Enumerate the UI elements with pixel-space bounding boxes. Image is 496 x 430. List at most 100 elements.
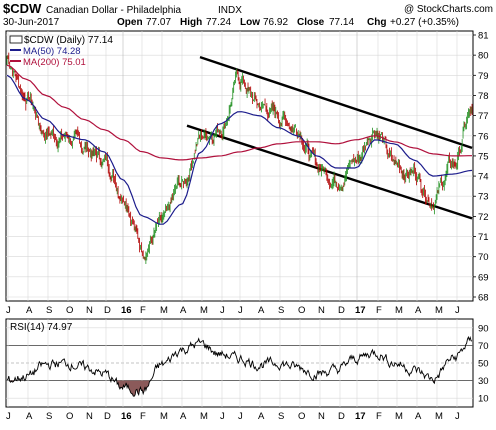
price-month-label-20: M <box>395 305 403 316</box>
rsi-month-label-19: F <box>376 411 382 422</box>
rsi-month-label-8: M <box>160 411 168 422</box>
rsi-month-label-14: S <box>278 411 284 422</box>
rsi-month-label-10: M <box>200 411 208 422</box>
price-month-label-9: A <box>180 305 187 316</box>
price-ytick-label-9: 77 <box>478 111 489 122</box>
change-value: +0.27 (+0.35%) <box>390 17 459 28</box>
rsi-month-label-4: N <box>86 411 93 422</box>
rsi-month-label-15: O <box>298 411 305 422</box>
moving-averages <box>6 64 473 225</box>
rsi-month-label-5: D <box>104 411 111 422</box>
rsi-gridlines <box>6 319 473 407</box>
price-ytick-label-4: 72 <box>478 212 489 223</box>
price-month-label-15: O <box>298 305 305 316</box>
price-month-label-14: S <box>278 305 284 316</box>
quote-date: 30-Jun-2017 <box>3 17 60 28</box>
legend-price: $CDW (Daily) 77.14 <box>24 35 113 46</box>
rsi-ytick-label-0: 10 <box>478 394 489 405</box>
price-ytick-label-10: 78 <box>478 91 489 102</box>
rsi-month-label-13: A <box>258 411 265 422</box>
price-month-label-4: N <box>86 305 93 316</box>
low-value: 76.92 <box>263 17 288 28</box>
price-month-label-17: D <box>338 305 345 316</box>
price-month-label-1: A <box>26 305 33 316</box>
rsi-month-label-11: J <box>220 411 225 422</box>
rsi-month-label-20: M <box>395 411 403 422</box>
rsi-line-group <box>6 335 473 397</box>
price-legend: $CDW (Daily) 77.14 MA(50) 74.28 MA(200) … <box>9 35 113 68</box>
price-ytick-label-6: 74 <box>478 172 489 183</box>
rsi-ytick-label-4: 90 <box>478 323 489 334</box>
rsi-line <box>6 335 473 397</box>
price-month-label-19: F <box>376 305 382 316</box>
price-month-label-6: 16 <box>121 305 132 316</box>
trend-channel <box>186 56 473 220</box>
price-bars <box>6 52 473 264</box>
price-month-label-3: O <box>66 305 73 316</box>
high-value: 77.24 <box>206 17 231 28</box>
price-month-label-16: N <box>318 305 325 316</box>
price-ytick-label-7: 75 <box>478 151 489 162</box>
legend-ma50: MA(50) 74.28 <box>23 46 81 57</box>
ma200-line <box>6 64 472 161</box>
price-month-label-0: J <box>6 305 11 316</box>
rsi-month-label-21: A <box>415 411 422 422</box>
rsi-month-label-2: S <box>46 411 52 422</box>
rsi-month-label-6: 16 <box>121 411 132 422</box>
price-month-label-22: M <box>435 305 443 316</box>
price-ytick-label-2: 70 <box>478 252 489 263</box>
channel-lower-line <box>186 124 473 220</box>
price-ytick-label-12: 80 <box>478 51 489 62</box>
rsi-ytick-label-1: 30 <box>478 376 489 387</box>
price-month-label-11: J <box>220 305 225 316</box>
rsi-axis-labels: 10 30 50 70 90 <box>478 323 489 404</box>
change-label: Chg <box>367 17 386 28</box>
price-gridlines <box>6 31 473 301</box>
open-value: 77.07 <box>146 17 171 28</box>
high-label: High <box>180 17 202 28</box>
price-ytick-label-13: 81 <box>478 31 489 42</box>
price-month-labels: J A S O N D 16 F M A M J J A S O N D 17 F M A M J <box>6 305 460 316</box>
open-label: Open <box>117 17 143 28</box>
rsi-ytick-label-2: 50 <box>478 359 489 370</box>
rsi-month-label-9: A <box>180 411 187 422</box>
rsi-month-label-0: J <box>6 411 11 422</box>
rsi-month-label-1: A <box>26 411 33 422</box>
price-month-label-21: A <box>415 305 422 316</box>
legend-ma200: MA(200) 75.01 <box>23 57 86 68</box>
rsi-month-label-12: J <box>238 411 243 422</box>
price-month-label-5: D <box>104 305 111 316</box>
price-month-label-13: A <box>258 305 265 316</box>
rsi-month-label-18: 17 <box>355 411 366 422</box>
price-month-label-18: 17 <box>355 305 366 316</box>
price-month-label-2: S <box>46 305 52 316</box>
price-ytick-label-11: 79 <box>478 71 489 82</box>
rsi-month-label-7: F <box>140 411 146 422</box>
price-panel-frame <box>5 30 474 302</box>
price-ytick-label-3: 71 <box>478 232 489 243</box>
price-month-label-10: M <box>200 305 208 316</box>
legend-rsi: RSI(14) 74.97 <box>10 322 73 333</box>
exchange: INDX <box>218 5 242 16</box>
price-ytick-label-5: 73 <box>478 192 489 203</box>
watermark: @ StockCharts.com <box>404 4 493 15</box>
price-ytick-label-1: 69 <box>478 272 489 283</box>
instrument-name: Canadian Dollar - Philadelphia <box>46 5 182 16</box>
price-ytick-label-0: 68 <box>478 293 489 304</box>
rsi-month-label-3: O <box>66 411 73 422</box>
ma50-line <box>6 74 473 225</box>
price-axis-labels: 68 69 70 71 72 73 74 75 76 77 78 79 80 81 <box>473 31 489 304</box>
rsi-month-label-23: J <box>455 411 460 422</box>
price-month-label-8: M <box>160 305 168 316</box>
price-legend-swatch <box>9 35 23 44</box>
rsi-month-label-22: M <box>435 411 443 422</box>
rsi-month-label-16: N <box>318 411 325 422</box>
close-value: 77.14 <box>329 17 354 28</box>
rsi-month-labels: J A S O N D 16 F M A M J J A S O N D 17 F M A M J <box>6 411 460 422</box>
price-ytick-label-8: 76 <box>478 131 489 142</box>
price-month-label-23: J <box>455 305 460 316</box>
symbol: $CDW <box>3 1 42 16</box>
price-month-label-7: F <box>140 305 146 316</box>
